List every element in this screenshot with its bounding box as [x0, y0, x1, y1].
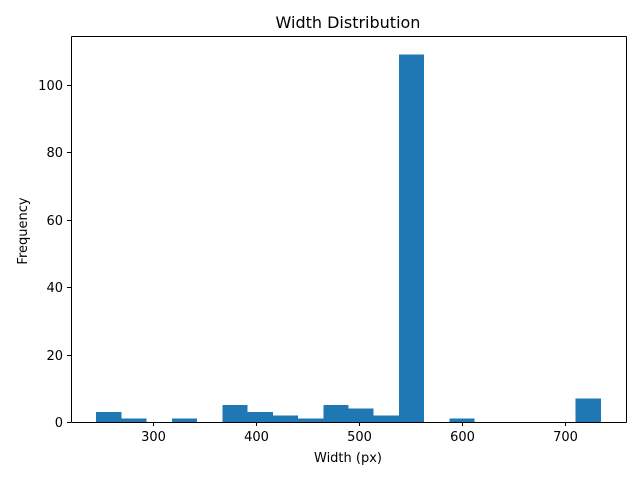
histogram-bar — [398, 54, 425, 422]
x-tick-label: 700 — [553, 430, 578, 445]
histogram-bar — [96, 411, 122, 422]
histogram-bar — [323, 405, 349, 422]
x-tick-label: 500 — [347, 430, 372, 445]
y-tick-label: 40 — [46, 281, 63, 296]
histogram-bar — [171, 418, 198, 422]
y-tick-label: 0 — [55, 416, 63, 431]
y-axis-label: Frequency — [16, 197, 31, 264]
x-axis-ticks: 300 400 500 600 700 — [141, 422, 578, 445]
histogram-bar — [222, 405, 248, 422]
y-tick-label: 100 — [38, 79, 63, 94]
histogram-bar — [272, 415, 299, 422]
y-tick-label: 80 — [46, 146, 63, 161]
histogram-bar — [575, 398, 601, 422]
bars-group — [96, 54, 601, 422]
x-tick-label: 400 — [244, 430, 269, 445]
histogram-bar — [121, 418, 147, 422]
y-axis-ticks: 0 20 40 60 80 100 — [38, 79, 71, 431]
histogram-bar — [348, 408, 374, 422]
histogram-bar — [449, 418, 475, 422]
histogram-bar — [298, 418, 324, 422]
histogram-bar — [373, 415, 399, 422]
x-tick-label: 300 — [141, 430, 166, 445]
y-tick-label: 20 — [46, 349, 63, 364]
x-tick-label: 600 — [450, 430, 475, 445]
x-axis-label: Width (px) — [314, 451, 382, 466]
chart-title: Width Distribution — [276, 13, 421, 32]
plot-frame — [71, 36, 627, 423]
histogram-bar — [247, 411, 273, 422]
y-tick-label: 60 — [46, 214, 63, 229]
